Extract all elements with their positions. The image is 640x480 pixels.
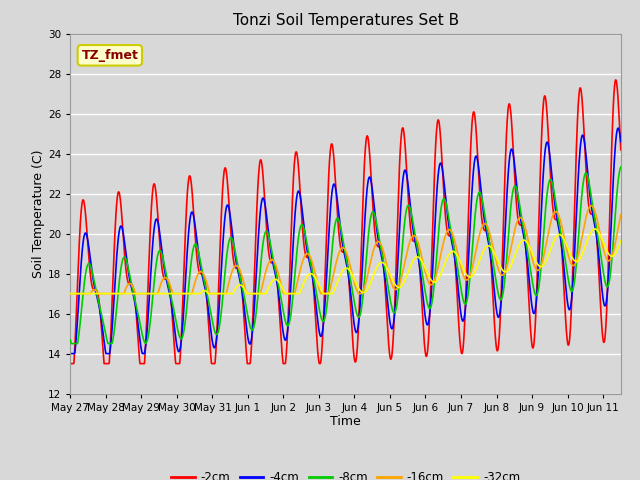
-2cm — [612, 77, 620, 83]
-2cm — [165, 282, 173, 288]
-4cm — [275, 296, 283, 301]
-8cm — [226, 237, 234, 242]
-32cm — [591, 226, 599, 232]
-8cm — [176, 335, 184, 340]
-16cm — [483, 222, 491, 228]
-4cm — [483, 231, 491, 237]
-32cm — [176, 291, 184, 297]
-32cm — [165, 291, 173, 297]
-32cm — [225, 291, 233, 297]
-2cm — [176, 361, 184, 367]
-2cm — [225, 204, 233, 210]
Line: -4cm: -4cm — [70, 128, 621, 354]
-16cm — [225, 278, 233, 284]
-16cm — [176, 291, 184, 297]
-32cm — [483, 243, 491, 249]
-4cm — [176, 348, 184, 354]
-8cm — [276, 288, 284, 293]
-8cm — [166, 288, 173, 293]
X-axis label: Time: Time — [330, 415, 361, 429]
-4cm — [165, 288, 173, 294]
-8cm — [67, 337, 74, 343]
Line: -32cm: -32cm — [70, 229, 621, 294]
-32cm — [275, 279, 283, 285]
-2cm — [617, 147, 625, 153]
-4cm — [544, 141, 552, 146]
-32cm — [617, 238, 625, 244]
-16cm — [67, 291, 74, 297]
-16cm — [617, 212, 625, 217]
Line: -16cm: -16cm — [70, 205, 621, 294]
-8cm — [483, 227, 491, 233]
Text: TZ_fmet: TZ_fmet — [81, 49, 138, 62]
Legend: -2cm, -4cm, -8cm, -16cm, -32cm: -2cm, -4cm, -8cm, -16cm, -32cm — [166, 466, 525, 480]
Y-axis label: Soil Temperature (C): Soil Temperature (C) — [33, 149, 45, 278]
-2cm — [275, 306, 283, 312]
-8cm — [68, 341, 76, 347]
-2cm — [483, 228, 491, 234]
Title: Tonzi Soil Temperatures Set B: Tonzi Soil Temperatures Set B — [232, 13, 459, 28]
Line: -8cm: -8cm — [70, 167, 621, 344]
Line: -2cm: -2cm — [70, 80, 621, 364]
-16cm — [275, 274, 283, 280]
-16cm — [588, 203, 595, 208]
-32cm — [544, 254, 552, 260]
-16cm — [544, 232, 552, 238]
-32cm — [67, 291, 74, 297]
-8cm — [617, 164, 625, 170]
-8cm — [545, 182, 552, 188]
-2cm — [67, 361, 74, 367]
-4cm — [617, 139, 625, 144]
-2cm — [544, 125, 552, 131]
-16cm — [165, 280, 173, 286]
-4cm — [614, 125, 622, 131]
-4cm — [225, 207, 233, 213]
-4cm — [67, 351, 74, 357]
